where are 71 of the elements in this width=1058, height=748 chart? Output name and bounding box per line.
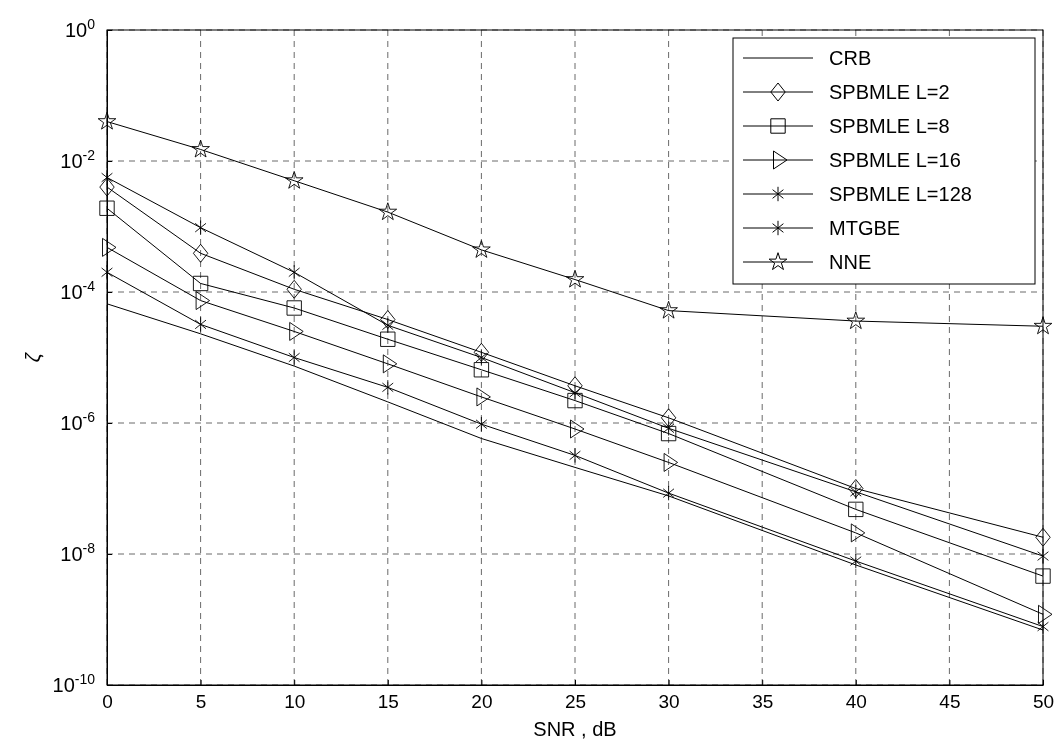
x-tick-label: 0	[102, 691, 113, 713]
point	[191, 139, 210, 158]
point	[101, 264, 113, 280]
x-tick-label: 35	[752, 691, 774, 713]
y-axis-title: ζ	[22, 351, 44, 363]
point	[99, 177, 115, 197]
y-tick-label: 10$^{-8}$	[60, 539, 96, 565]
point	[286, 279, 302, 299]
point	[475, 416, 488, 432]
x-axis-title: SNR , dB	[533, 718, 617, 740]
point	[565, 269, 585, 288]
y-tick-label: 10$^{-2}$	[60, 146, 96, 172]
point	[660, 408, 677, 428]
y-tick-label: 10$^{-10}$	[52, 670, 96, 696]
point	[567, 376, 583, 396]
x-tick-label: 20	[471, 691, 493, 713]
point	[97, 111, 117, 130]
legend-label: SPBMLE L=8	[829, 115, 950, 137]
point	[1037, 548, 1049, 564]
point	[660, 425, 677, 442]
point	[848, 501, 864, 518]
point	[99, 200, 115, 216]
point	[194, 316, 207, 333]
x-tick-label: 5	[195, 691, 207, 713]
x-tick-label: 50	[1032, 691, 1055, 713]
point	[1035, 527, 1051, 547]
point	[567, 392, 583, 409]
point	[286, 300, 302, 316]
point	[288, 264, 301, 280]
point	[849, 484, 862, 500]
x-tick-label: 45	[939, 691, 961, 713]
point	[475, 349, 488, 366]
point	[380, 310, 396, 329]
point	[101, 169, 113, 186]
point	[194, 220, 207, 236]
point	[473, 362, 490, 378]
point	[378, 202, 398, 221]
point	[662, 420, 675, 436]
legend-label: NNE	[829, 251, 872, 273]
point	[192, 243, 209, 263]
legend-label: SPBMLE L=2	[829, 81, 950, 103]
point	[380, 331, 396, 347]
y-tick-label: 10$^{-4}$	[60, 277, 96, 303]
point	[846, 311, 866, 330]
point	[848, 479, 864, 498]
point	[662, 485, 675, 501]
point	[473, 342, 490, 362]
point	[381, 317, 394, 333]
x-tick-label: 40	[845, 691, 867, 713]
point	[192, 275, 209, 292]
point	[472, 240, 491, 258]
legend-label: CRB	[829, 47, 872, 69]
y-tick-label: 10$^{-6}$	[60, 408, 96, 434]
x-tick-label: 25	[564, 691, 587, 713]
point	[288, 349, 301, 366]
point	[381, 379, 394, 396]
point	[659, 300, 678, 319]
point	[1035, 568, 1051, 584]
point	[1033, 316, 1053, 335]
point	[1037, 618, 1049, 635]
legend-label: MTGBE	[829, 217, 901, 239]
legend-label: SPBMLE L=16	[829, 149, 961, 171]
point	[569, 385, 581, 401]
x-tick-label: 15	[377, 691, 399, 713]
legend-label: SPBMLE L=128	[829, 183, 972, 205]
y-tick-label: 10$^{0}$	[64, 15, 96, 41]
point	[849, 553, 862, 569]
x-tick-label: 10	[284, 691, 306, 713]
x-tick-label: 30	[658, 691, 680, 713]
point	[569, 447, 581, 464]
point	[284, 170, 304, 189]
